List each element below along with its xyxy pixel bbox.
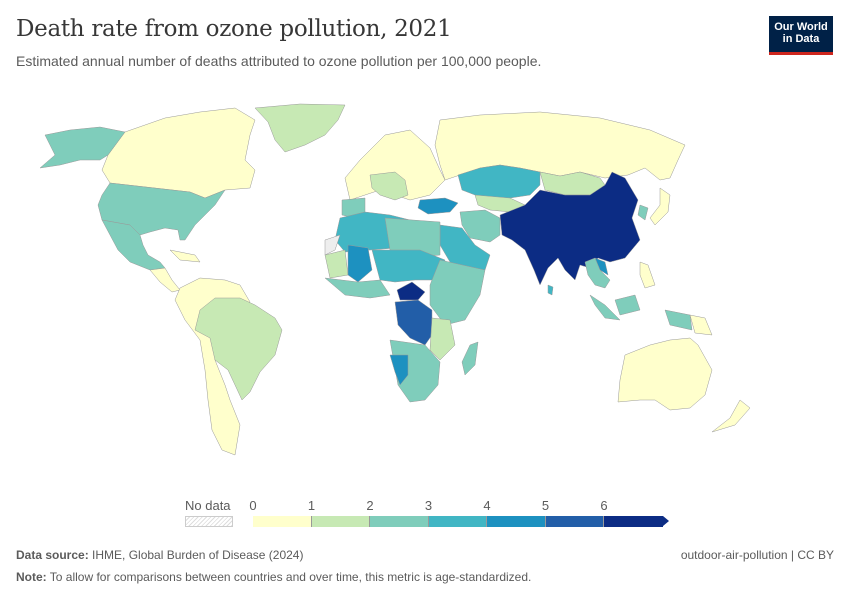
region-japan[interactable] (649, 187, 671, 226)
note: Note: To allow for comparisons between c… (16, 570, 531, 584)
legend-tick: 3 (424, 498, 433, 513)
legend-bin-0-1[interactable] (253, 516, 312, 527)
region-sahel[interactable] (371, 249, 446, 283)
region-central-europe[interactable] (369, 171, 409, 201)
region-korea[interactable] (637, 204, 649, 221)
region-alaska[interactable] (39, 126, 126, 169)
region-canada[interactable] (101, 107, 256, 199)
region-southeast-asia[interactable] (584, 257, 611, 289)
region-mauritania[interactable] (324, 249, 349, 279)
legend-bin-5-6[interactable] (545, 516, 604, 527)
legend-tick: 6 (600, 498, 608, 513)
region-sri-lanka[interactable] (547, 284, 554, 296)
legend-bin-over-6[interactable] (604, 516, 663, 527)
region-central-america[interactable] (149, 267, 181, 293)
region-central-african-republic[interactable] (396, 281, 426, 301)
legend-tick: 4 (483, 498, 491, 513)
chart-title: Death rate from ozone pollution, 2021 (16, 16, 452, 42)
logo-line-1: Our World (774, 21, 828, 33)
legend-bin-2-3[interactable] (370, 516, 429, 527)
region-russia[interactable] (434, 111, 686, 181)
chart-subtitle: Estimated annual number of deaths attrib… (16, 53, 542, 69)
legend-tick: 2 (366, 498, 374, 513)
region-europe[interactable] (344, 129, 446, 201)
legend-bin-3-4[interactable] (428, 516, 487, 527)
region-caribbean[interactable] (169, 249, 201, 263)
region-indonesia[interactable] (589, 294, 693, 331)
legend-tick: 5 (541, 498, 550, 513)
region-western-sahara[interactable] (324, 234, 341, 256)
legend-tick: 1 (307, 498, 316, 513)
no-data-swatch (185, 516, 233, 527)
region-usa[interactable] (97, 182, 226, 241)
no-data-label: No data (185, 498, 231, 513)
owid-logo[interactable]: Our World in Data (769, 16, 833, 55)
region-greenland[interactable] (254, 103, 346, 153)
region-brazil[interactable] (194, 297, 283, 401)
region-philippines[interactable] (639, 261, 656, 289)
world-map[interactable] (0, 90, 850, 490)
region-new-zealand[interactable] (711, 399, 751, 433)
color-legend: No data 0 1 2 3 4 5 6 (185, 498, 675, 538)
legend-bin-4-5[interactable] (487, 516, 546, 527)
region-dr-congo[interactable] (394, 299, 433, 346)
note-label: Note: (16, 570, 47, 584)
region-turkey[interactable] (417, 197, 459, 215)
region-mali[interactable] (347, 244, 373, 283)
license-link[interactable]: outdoor-air-pollution | CC BY (680, 548, 834, 562)
region-kazakhstan[interactable] (457, 164, 541, 201)
region-mexico[interactable] (101, 219, 166, 271)
region-east-africa[interactable] (429, 259, 486, 326)
region-south-america-west[interactable] (174, 277, 251, 456)
data-source: Data source: IHME, Global Burden of Dise… (16, 548, 303, 562)
region-papua-new-guinea[interactable] (689, 314, 713, 336)
legend-arrow-icon (662, 516, 669, 526)
source-label: Data source: (16, 548, 89, 562)
region-china-south-asia[interactable] (499, 171, 641, 286)
logo-line-2: in Data (782, 33, 820, 45)
note-text: To allow for comparisons between countri… (46, 570, 532, 584)
region-tanzania[interactable] (429, 317, 456, 361)
legend-bins (253, 516, 669, 527)
legend-tick: 0 (249, 498, 257, 513)
region-west-africa[interactable] (324, 277, 391, 299)
region-australia[interactable] (617, 337, 713, 411)
region-namibia[interactable] (389, 354, 409, 386)
region-madagascar[interactable] (461, 341, 479, 376)
legend-bin-1-2[interactable] (311, 516, 370, 527)
region-iran[interactable] (459, 209, 501, 243)
source-text[interactable]: IHME, Global Burden of Disease (2024) (88, 548, 304, 562)
